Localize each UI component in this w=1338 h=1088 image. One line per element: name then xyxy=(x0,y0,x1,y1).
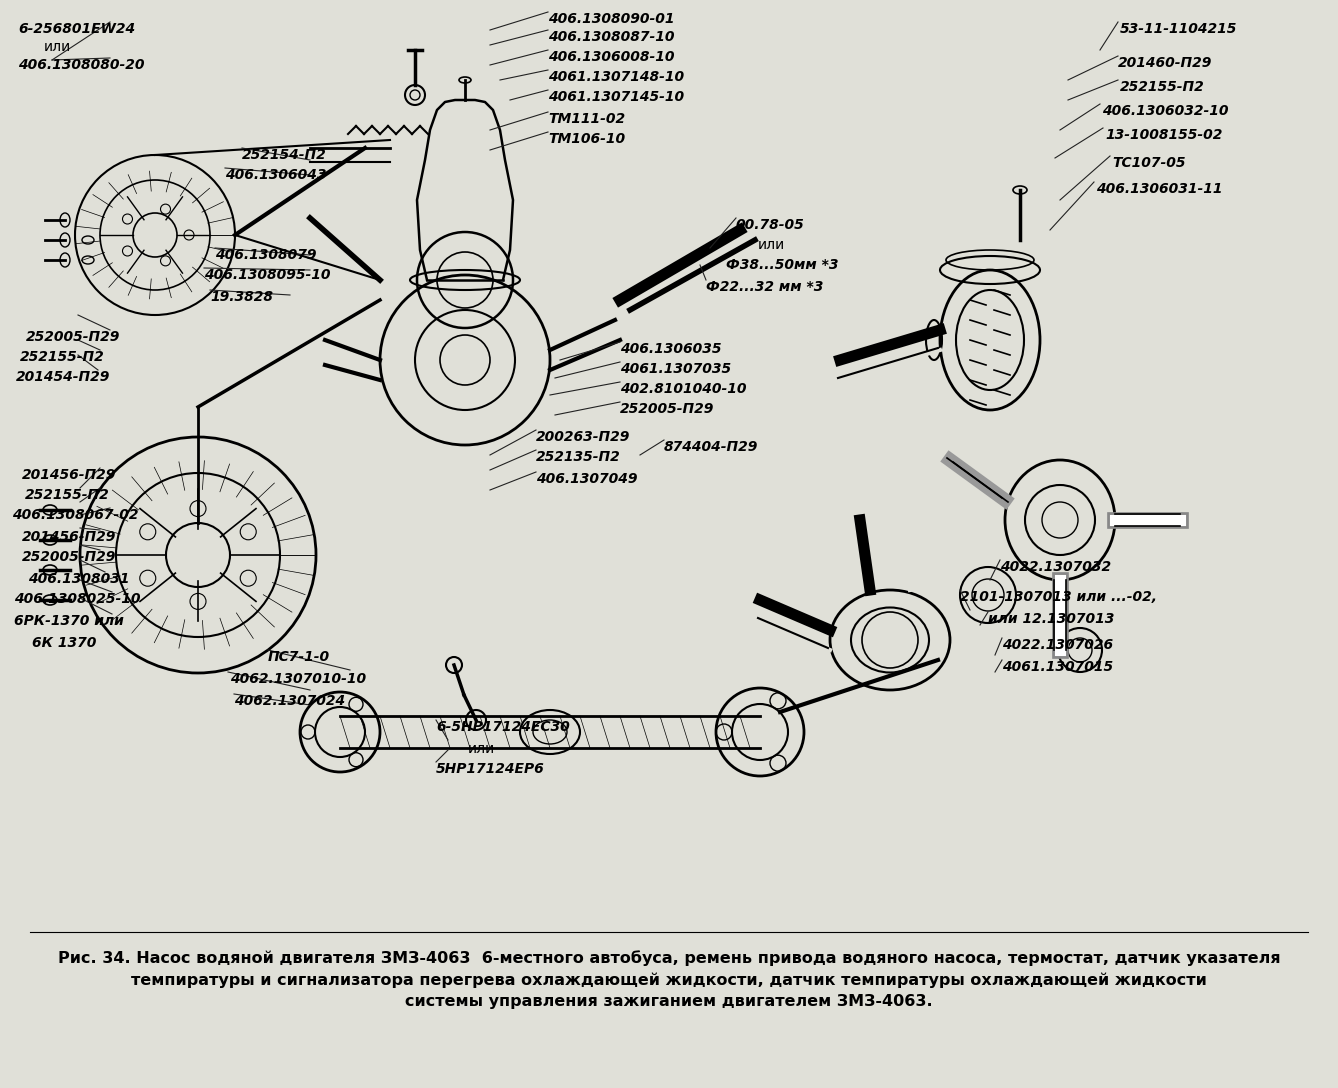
Text: 5НР17124ЕР6: 5НР17124ЕР6 xyxy=(436,762,545,776)
Text: ПС7-1-0: ПС7-1-0 xyxy=(268,650,330,664)
Text: 406.1307049: 406.1307049 xyxy=(537,472,637,486)
Text: 4061.1307145-10: 4061.1307145-10 xyxy=(549,90,684,104)
Text: 406.1306035: 406.1306035 xyxy=(619,342,721,356)
Text: или: или xyxy=(759,238,785,252)
Text: 402.8101040-10: 402.8101040-10 xyxy=(619,382,747,396)
Text: 406.1308090-01: 406.1308090-01 xyxy=(549,12,674,26)
Text: 4062.1307024: 4062.1307024 xyxy=(234,694,345,708)
Text: 4061.1307148-10: 4061.1307148-10 xyxy=(549,70,684,84)
Text: 6РК-1370 или: 6РК-1370 или xyxy=(13,614,124,628)
Text: 201456-П29: 201456-П29 xyxy=(21,530,116,544)
Text: или: или xyxy=(468,742,495,756)
Text: 00.78-05: 00.78-05 xyxy=(736,218,804,232)
Text: системы управления зажиганием двигателем ЗМЗ-4063.: системы управления зажиганием двигателем… xyxy=(405,994,933,1009)
Text: Рис. 34. Насос водяной двигателя ЗМЗ-4063  6-местного автобуса, ремень привода в: Рис. 34. Насос водяной двигателя ЗМЗ-406… xyxy=(58,950,1280,966)
Text: 252155-П2: 252155-П2 xyxy=(20,350,104,364)
Text: 406.1306043: 406.1306043 xyxy=(225,168,326,182)
Text: ТМ106-10: ТМ106-10 xyxy=(549,132,625,146)
Text: 4061.1307015: 4061.1307015 xyxy=(1002,660,1113,673)
Text: 201460-П29: 201460-П29 xyxy=(1119,55,1212,70)
Text: 4022.1307032: 4022.1307032 xyxy=(999,560,1111,574)
Text: 406.1308087-10: 406.1308087-10 xyxy=(549,30,674,44)
Text: 406.1308080-20: 406.1308080-20 xyxy=(17,58,145,72)
Text: или 12.1307013: или 12.1307013 xyxy=(987,611,1115,626)
Text: ТС107-05: ТС107-05 xyxy=(1112,156,1185,170)
Text: 6К 1370: 6К 1370 xyxy=(32,636,96,650)
Text: 200263-П29: 200263-П29 xyxy=(537,430,630,444)
Text: 19.3828: 19.3828 xyxy=(210,290,273,304)
Text: 252155-П2: 252155-П2 xyxy=(25,489,110,502)
Text: 6-5НР17124ЕС30: 6-5НР17124ЕС30 xyxy=(436,720,570,734)
Text: ТМ111-02: ТМ111-02 xyxy=(549,112,625,126)
Text: 252005-П29: 252005-П29 xyxy=(25,330,120,344)
Text: 252005-П29: 252005-П29 xyxy=(21,551,116,564)
Text: 406.1306031-11: 406.1306031-11 xyxy=(1096,182,1223,196)
Text: 201456-П29: 201456-П29 xyxy=(21,468,116,482)
Text: Ф22...32 мм *3: Ф22...32 мм *3 xyxy=(706,280,823,294)
Text: или: или xyxy=(44,40,71,54)
Text: 201454-П29: 201454-П29 xyxy=(16,370,110,384)
Text: 6-256801EW24: 6-256801EW24 xyxy=(17,22,135,36)
Text: 406.1308095-10: 406.1308095-10 xyxy=(203,268,330,282)
Text: темпиратуры и сигнализатора перегрева охлаждающей жидкости, датчик темпиратуры о: темпиратуры и сигнализатора перегрева ох… xyxy=(131,972,1207,988)
Text: 406.1308067-02: 406.1308067-02 xyxy=(12,508,139,522)
Text: 406.1308025-10: 406.1308025-10 xyxy=(13,592,140,606)
Text: 252155-П2: 252155-П2 xyxy=(1120,81,1204,94)
Text: 874404-П29: 874404-П29 xyxy=(664,440,759,454)
Text: 406.1306008-10: 406.1306008-10 xyxy=(549,50,674,64)
Text: 4062.1307010-10: 4062.1307010-10 xyxy=(230,672,367,687)
Text: 252154-П2: 252154-П2 xyxy=(242,148,326,162)
Text: 13-1008155-02: 13-1008155-02 xyxy=(1105,128,1223,143)
Text: 252135-П2: 252135-П2 xyxy=(537,450,621,463)
Text: 2101-1307013 или ...-02,: 2101-1307013 или ...-02, xyxy=(959,590,1157,604)
Text: 252005-П29: 252005-П29 xyxy=(619,401,714,416)
Text: 406.1308079: 406.1308079 xyxy=(215,248,317,262)
Text: 53-11-1104215: 53-11-1104215 xyxy=(1120,22,1238,36)
Text: 4022.1307026: 4022.1307026 xyxy=(1002,638,1113,652)
Text: Ф38...50мм *3: Ф38...50мм *3 xyxy=(727,258,839,272)
Text: 406.1306032-10: 406.1306032-10 xyxy=(1103,104,1228,118)
Text: 4061.1307035: 4061.1307035 xyxy=(619,362,731,376)
Text: 406.1308031: 406.1308031 xyxy=(28,572,130,586)
